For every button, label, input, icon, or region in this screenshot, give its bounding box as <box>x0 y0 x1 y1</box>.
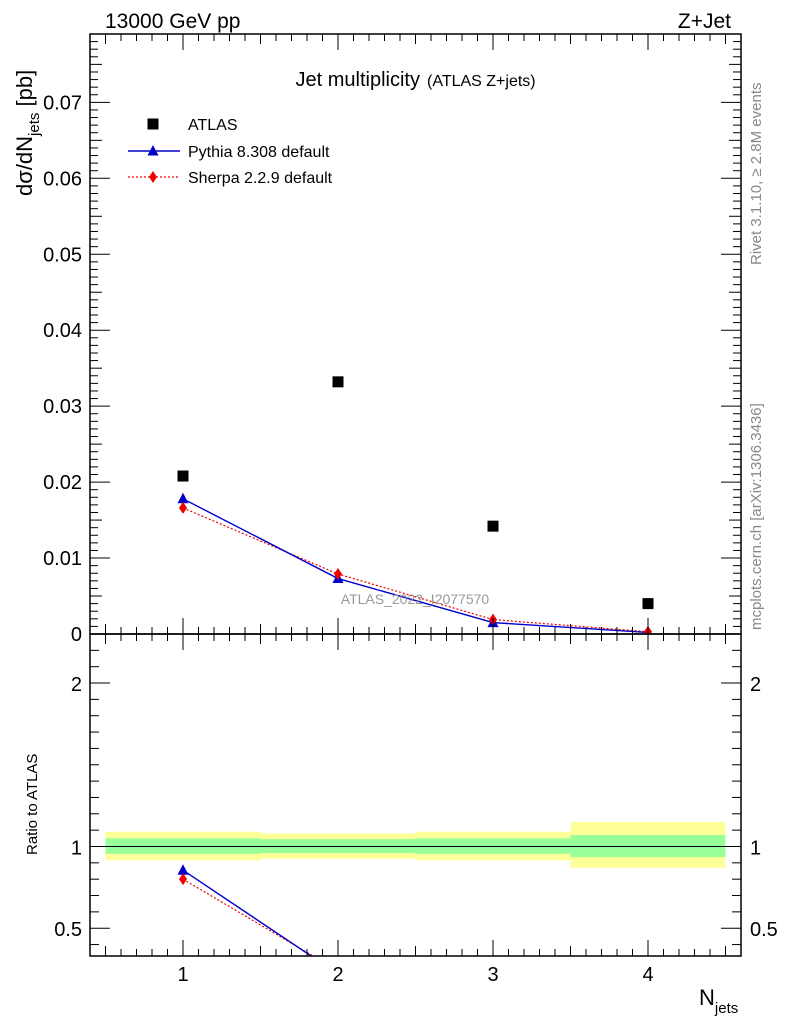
pythia-line <box>182 498 649 634</box>
pythia-point <box>177 492 189 504</box>
pythia-ratio-line <box>182 869 313 956</box>
ratio-y-tick-label: 2 <box>71 674 82 696</box>
x-axis-label: Njets <box>699 985 738 1017</box>
atlas-point <box>642 598 654 610</box>
sherpa-line <box>182 507 649 633</box>
ratio-y-tick-label-right: 2 <box>750 674 761 696</box>
y-tick-label: 0.03 <box>43 396 82 418</box>
main-panel: 0 0.01 0.02 0.03 0.04 0.05 0.06 0.07 ATLAS_2022… <box>12 33 742 646</box>
sherpa-ratio-line <box>182 878 315 956</box>
legend-label: Sherpa 2.2.9 default <box>188 170 333 187</box>
atlas-point <box>332 376 344 388</box>
ratio-y-tick-label: 0.5 <box>54 919 82 941</box>
header-energy-label: 13000 GeV pp <box>105 10 240 33</box>
atlas-point <box>177 470 189 482</box>
y-tick-label: 0 <box>71 624 82 646</box>
main-y-axis-label: dσ/dNjets [pb] <box>12 70 43 196</box>
rivet-version-label: Rivet 3.1.10, ≥ 2.8M events <box>748 83 765 266</box>
x-tick-label: 2 <box>332 964 343 986</box>
ratio-frame <box>89 633 742 957</box>
ratio-y-tick-label-right: 0.5 <box>750 919 778 941</box>
analysis-watermark: ATLAS_2022_I2077570 <box>341 591 490 607</box>
plot-subtitle: (ATLAS Z+jets) <box>427 73 536 90</box>
sherpa-ratio-point <box>179 873 187 886</box>
ratio-panel: 1 2 3 4 0.5 0.5 1 1 2 2 Ratio to ATLAS Njets <box>24 633 778 1017</box>
header-process-label: Z+Jet <box>678 10 731 33</box>
mcplots-reference-label: mcplots.cern.ch [arXiv:1306.3436] <box>748 403 765 630</box>
y-tick-label: 0.07 <box>43 92 82 114</box>
ratio-y-axis-label: Ratio to ATLAS <box>24 754 41 855</box>
ratio-y-tick-label-right: 1 <box>750 837 761 859</box>
legend-label: ATLAS <box>188 117 238 134</box>
plot-title: Jet multiplicity <box>296 69 420 91</box>
atlas-point <box>487 520 499 532</box>
legend: ATLAS Pythia 8.308 default Sherpa 2.2.9 de… <box>128 117 333 187</box>
y-tick-label: 0.04 <box>43 320 82 342</box>
ratio-y-tick-label: 1 <box>71 837 82 859</box>
legend-label: Pythia 8.308 default <box>188 144 330 161</box>
x-tick-label: 4 <box>642 964 653 986</box>
y-tick-label: 0.02 <box>43 472 82 494</box>
x-tick-label: 3 <box>487 964 498 986</box>
sherpa-point <box>334 568 342 580</box>
y-tick-label: 0.01 <box>43 548 82 570</box>
legend-pythia-marker <box>147 145 159 156</box>
legend-sherpa-marker <box>149 171 157 183</box>
y-tick-label: 0.05 <box>43 244 82 266</box>
pythia-ratio-point <box>177 864 189 875</box>
x-tick-label: 1 <box>177 964 188 986</box>
sherpa-point <box>179 501 187 514</box>
y-tick-label: 0.06 <box>43 168 82 190</box>
legend-atlas-marker <box>147 118 159 130</box>
